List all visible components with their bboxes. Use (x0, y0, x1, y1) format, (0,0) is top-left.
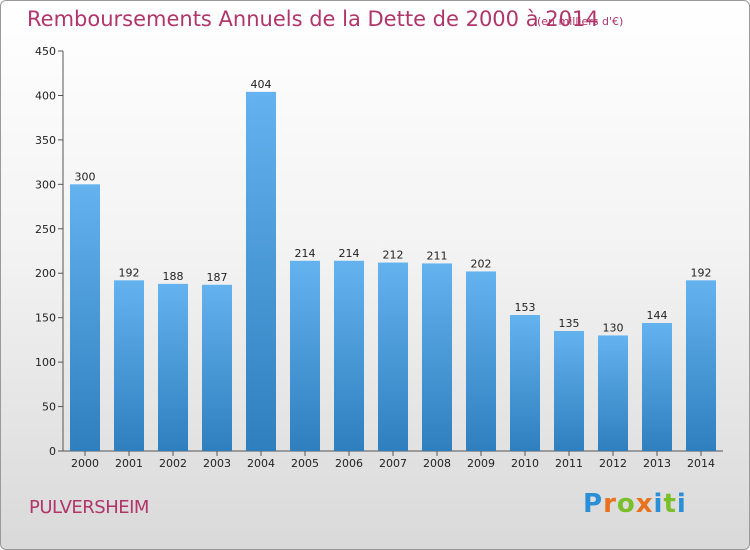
bar (290, 260, 320, 451)
bar-value-label: 211 (427, 249, 448, 262)
bar-value-label: 300 (75, 170, 96, 183)
bars (70, 91, 716, 452)
y-tick-label: 50 (42, 401, 56, 414)
x-tick-label: 2001 (115, 457, 143, 470)
labels: 2000 300 2001 192 2002 188 2003 187 2004 404 2005 2… (71, 78, 715, 470)
y-tick-label: 150 (35, 312, 56, 325)
y-tick-label: 0 (49, 445, 56, 458)
y-tick-label: 100 (35, 356, 56, 369)
bar-value-label: 212 (383, 249, 404, 262)
x-tick-label: 2012 (599, 457, 627, 470)
bar-value-label: 144 (647, 309, 668, 322)
x-tick-label: 2013 (643, 457, 671, 470)
bar (246, 91, 276, 451)
bar-value-label: 404 (251, 78, 272, 91)
x-tick-label: 2008 (423, 457, 451, 470)
x-tick-label: 2005 (291, 457, 319, 470)
bar (510, 315, 540, 451)
x-tick-label: 2006 (335, 457, 363, 470)
bar-value-label: 202 (471, 257, 492, 270)
proxiti-logo[interactable]: Proxiti (583, 489, 687, 519)
bar-value-label: 153 (515, 301, 536, 314)
bar (334, 260, 364, 451)
logo-letter: r (603, 489, 617, 519)
y-tick-label: 400 (35, 89, 56, 102)
bar (598, 335, 628, 451)
y-tick-label: 250 (35, 223, 56, 236)
bar (70, 184, 100, 452)
logo-letter: t (663, 489, 677, 519)
bar-value-label: 130 (603, 321, 624, 334)
bar-value-label: 214 (295, 247, 316, 260)
bar (202, 284, 232, 451)
bar-value-label: 192 (119, 266, 140, 279)
x-tick-label: 2007 (379, 457, 407, 470)
bar (466, 271, 496, 451)
logo-letter: x (635, 489, 654, 519)
logo-letter: i (676, 489, 687, 519)
bar-value-label: 187 (207, 271, 228, 284)
y-tick-label: 350 (35, 134, 56, 147)
logo-letter: o (616, 489, 636, 519)
bar (378, 262, 408, 451)
bar (686, 280, 716, 451)
bar (642, 323, 672, 451)
chart-title: Remboursements Annuels de la Dette de 20… (27, 7, 599, 31)
x-tick-label: 2000 (71, 457, 99, 470)
y-tick-label: 300 (35, 178, 56, 191)
logo-letter: i (653, 489, 664, 519)
x-tick-label: 2004 (247, 457, 275, 470)
x-tick-label: 2003 (203, 457, 231, 470)
bar (114, 280, 144, 451)
x-tick-label: 2011 (555, 457, 583, 470)
bar-value-label: 135 (559, 317, 580, 330)
bar (554, 331, 584, 451)
commune-name: PULVERSHEIM (29, 497, 149, 518)
y-tick-label: 450 (35, 45, 56, 58)
y-tick-label: 200 (35, 267, 56, 280)
chart-unit-label: (en milliers d'€) (537, 15, 624, 28)
bar-value-label: 214 (339, 247, 360, 260)
bar (422, 263, 452, 451)
x-tick-label: 2002 (159, 457, 187, 470)
x-tick-label: 2014 (687, 457, 715, 470)
x-tick-label: 2010 (511, 457, 539, 470)
bar-value-label: 188 (163, 270, 184, 283)
x-tick-label: 2009 (467, 457, 495, 470)
bar-value-label: 192 (691, 266, 712, 279)
logo-letter: P (583, 489, 604, 519)
bar (158, 283, 188, 451)
